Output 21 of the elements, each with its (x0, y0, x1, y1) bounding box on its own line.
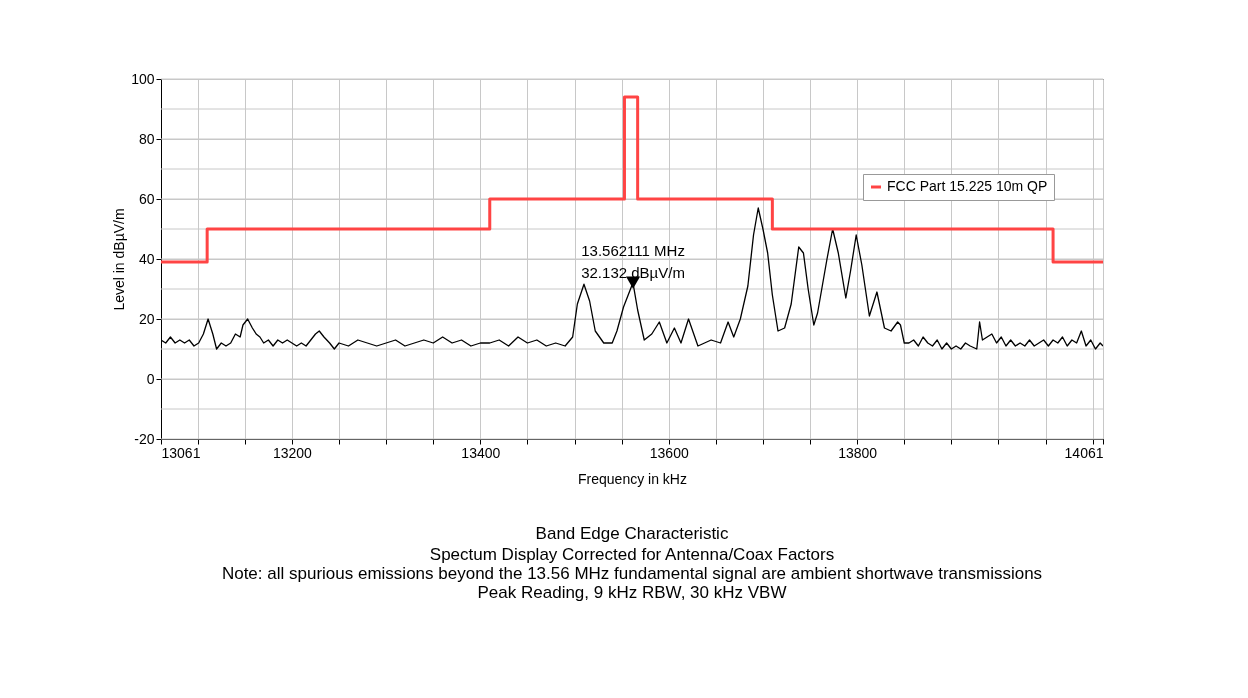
text: Spectum Display Corrected for Antenna/Coax Factors (429, 545, 835, 564)
y-tick-label: 20 (138, 310, 155, 327)
legend-label: FCC Part 15.225 10m QP (887, 178, 1048, 194)
x-tick-label: 13400 (461, 444, 501, 461)
y-tick-label: 80 (138, 130, 155, 147)
x-tick-label: 14061 (1064, 444, 1104, 461)
annotation: 13.562111 MHz 32.132 dBµV/m (581, 241, 685, 281)
y-tick-label: 100 (131, 70, 155, 87)
x-axis-title: Frequency in kHz (578, 470, 687, 487)
x-tick-label: 13200 (272, 444, 313, 461)
x-tick-label: 13600 (649, 444, 689, 461)
text: Band Edge Characteristic (535, 524, 729, 543)
y-tick-label: -20 (134, 430, 155, 447)
text: Note: all spurious emissions beyond the 13.56 MHz fundamental signal are ambient shortwave transmissions (221, 564, 1043, 583)
y-tick-label: 0 (146, 370, 155, 387)
y-tick-label: 60 (138, 190, 155, 207)
text: Peak Reading, 9 kHz RBW, 30 kHz VBW (477, 583, 787, 602)
y-tick-label: 40 (138, 250, 155, 267)
y-axis-title: Level in dBµV/m (111, 208, 128, 311)
x-tick-label: 13800 (838, 444, 878, 461)
x-tick-label: 13061 (161, 444, 201, 461)
